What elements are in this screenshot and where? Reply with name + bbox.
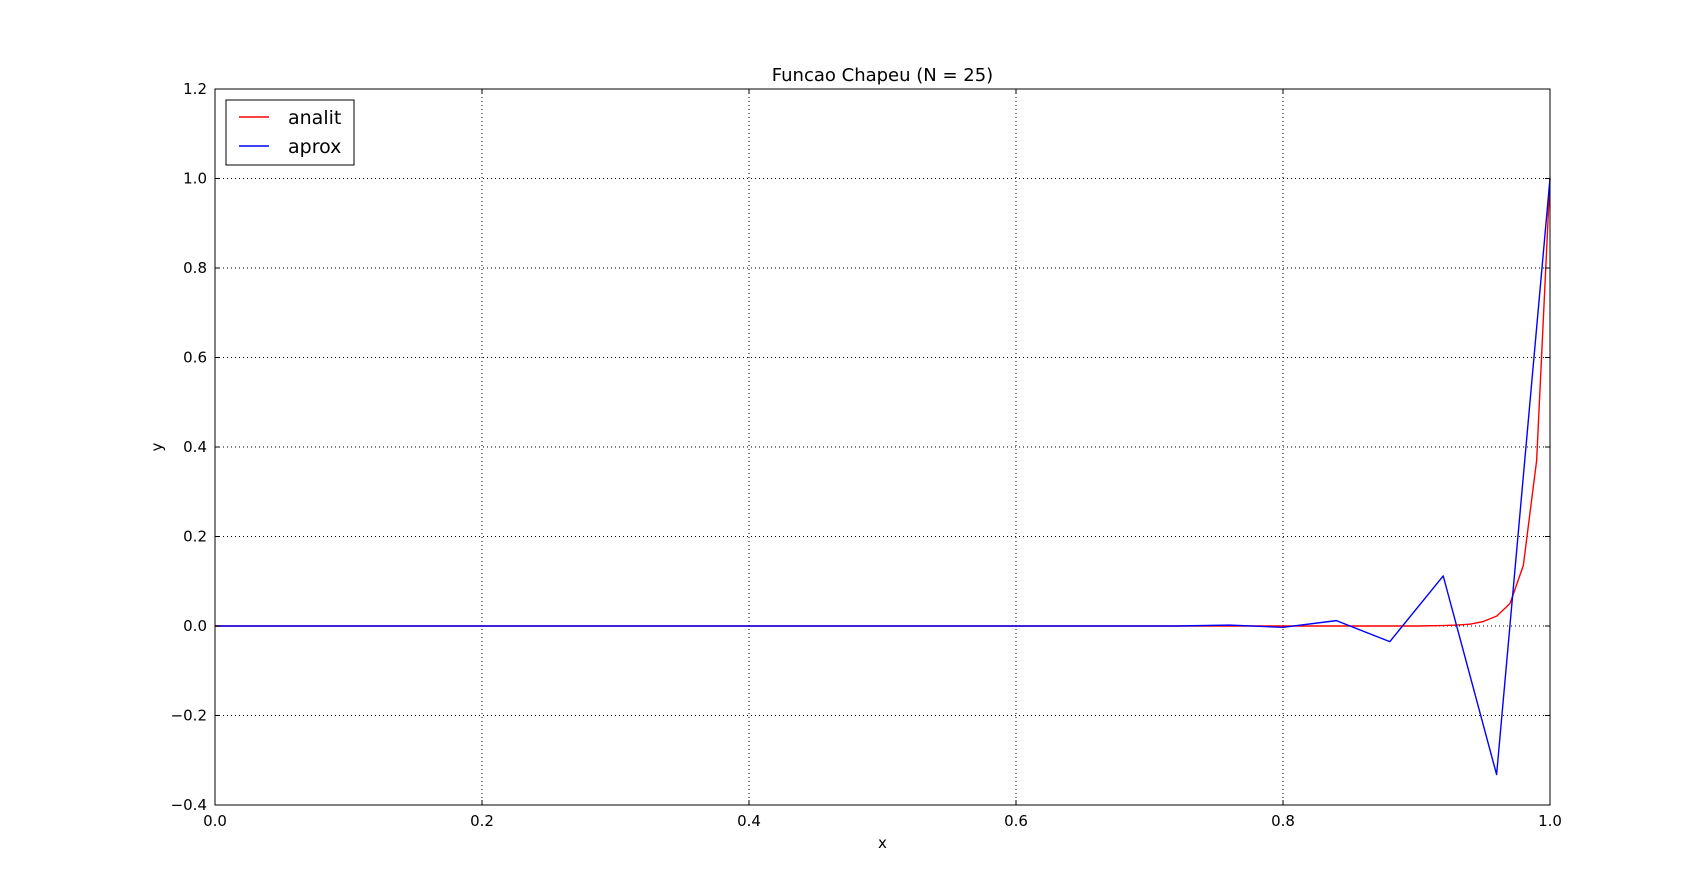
y-tick-label: 0.8 xyxy=(183,259,207,277)
grid xyxy=(215,89,1550,805)
y-tick-label: 0.2 xyxy=(183,528,207,546)
legend-label-aprox: aprox xyxy=(288,136,341,158)
y-tick-label: 1.0 xyxy=(183,170,207,188)
y-tick-label: 0.0 xyxy=(183,617,207,635)
y-tick-label: 0.4 xyxy=(183,438,207,456)
x-tick-label: 0.2 xyxy=(470,812,494,830)
x-tick-label: 1.0 xyxy=(1538,812,1562,830)
y-tick-label: −0.2 xyxy=(171,707,207,725)
x-tick-label: 0.8 xyxy=(1271,812,1295,830)
x-tick-label: 0.6 xyxy=(1004,812,1028,830)
ticks: 0.0 0.2 0.4 0.6 0.8 1.0 −0.4 −0.2 0.0 0.2 0.4 0.6 0.… xyxy=(171,80,1562,830)
legend-label-analit: analit xyxy=(288,107,341,129)
x-tick-label: 0.0 xyxy=(203,812,227,830)
x-tick-label: 0.4 xyxy=(737,812,761,830)
x-axis-label: x xyxy=(878,834,887,852)
y-tick-label: −0.4 xyxy=(171,796,207,814)
legend-box xyxy=(225,99,355,166)
series-line-analit xyxy=(215,178,1551,627)
y-tick-label: 1.2 xyxy=(183,80,207,98)
y-tick-label: 0.6 xyxy=(183,349,207,367)
series-layer xyxy=(215,178,1551,776)
chart-title: Funcao Chapeu (N = 25) xyxy=(772,65,993,86)
y-axis-label: y xyxy=(148,442,166,451)
series-line-aprox xyxy=(215,178,1551,776)
legend: analit aprox xyxy=(225,99,355,166)
